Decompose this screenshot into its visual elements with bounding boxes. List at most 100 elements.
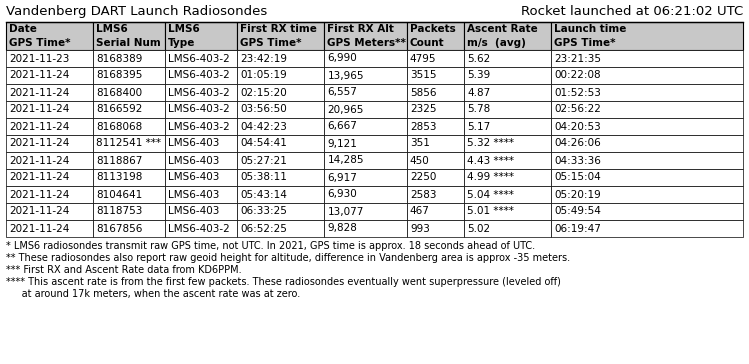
Bar xyxy=(551,22,743,50)
Text: LMS6-403: LMS6-403 xyxy=(169,206,219,217)
Bar xyxy=(324,203,407,220)
Text: 01:05:19: 01:05:19 xyxy=(240,71,287,80)
Bar xyxy=(237,67,324,84)
Text: 6,917: 6,917 xyxy=(327,173,357,182)
Bar xyxy=(551,203,743,220)
Bar xyxy=(93,186,166,203)
Text: 6,930: 6,930 xyxy=(327,190,357,199)
Text: LMS6-403: LMS6-403 xyxy=(169,173,219,182)
Text: 13,965: 13,965 xyxy=(327,71,364,80)
Bar xyxy=(6,169,93,186)
Text: 8118753: 8118753 xyxy=(96,206,142,217)
Text: GPS Time*: GPS Time* xyxy=(554,38,616,48)
Bar xyxy=(93,135,166,152)
Bar xyxy=(324,67,407,84)
Text: 450: 450 xyxy=(410,155,430,166)
Bar xyxy=(464,84,551,101)
Text: 06:52:25: 06:52:25 xyxy=(240,223,288,233)
Text: 04:54:41: 04:54:41 xyxy=(240,138,288,149)
Bar xyxy=(407,152,464,169)
Bar xyxy=(551,152,743,169)
Bar xyxy=(166,169,237,186)
Text: 5.78: 5.78 xyxy=(467,104,491,115)
Text: First RX time: First RX time xyxy=(240,24,318,34)
Text: 4.87: 4.87 xyxy=(467,87,491,98)
Bar xyxy=(6,152,93,169)
Bar xyxy=(551,118,743,135)
Bar xyxy=(237,186,324,203)
Bar xyxy=(93,101,166,118)
Bar xyxy=(551,67,743,84)
Text: 2021-11-24: 2021-11-24 xyxy=(9,173,70,182)
Text: 2021-11-24: 2021-11-24 xyxy=(9,71,70,80)
Text: *** First RX and Ascent Rate data from KD6PPM.: *** First RX and Ascent Rate data from K… xyxy=(6,265,242,275)
Bar xyxy=(237,152,324,169)
Text: 2853: 2853 xyxy=(410,122,437,131)
Text: 5.01 ****: 5.01 **** xyxy=(467,206,515,217)
Text: m/s  (avg): m/s (avg) xyxy=(467,38,527,48)
Text: 6,557: 6,557 xyxy=(327,87,357,98)
Text: 5.04 ****: 5.04 **** xyxy=(467,190,515,199)
Bar xyxy=(324,186,407,203)
Bar xyxy=(407,84,464,101)
Bar xyxy=(237,220,324,237)
Bar xyxy=(551,101,743,118)
Bar xyxy=(166,22,237,50)
Text: 6,990: 6,990 xyxy=(327,54,357,63)
Bar xyxy=(166,101,237,118)
Bar xyxy=(166,50,237,67)
Text: 2021-11-24: 2021-11-24 xyxy=(9,190,70,199)
Text: 03:56:50: 03:56:50 xyxy=(240,104,287,115)
Bar xyxy=(237,203,324,220)
Bar xyxy=(237,22,324,50)
Bar xyxy=(324,220,407,237)
Bar xyxy=(407,203,464,220)
Text: 8118867: 8118867 xyxy=(96,155,142,166)
Text: 2021-11-24: 2021-11-24 xyxy=(9,87,70,98)
Bar xyxy=(324,152,407,169)
Text: 6,667: 6,667 xyxy=(327,122,357,131)
Bar xyxy=(166,84,237,101)
Text: 4.43 ****: 4.43 **** xyxy=(467,155,515,166)
Text: 3515: 3515 xyxy=(410,71,437,80)
Text: 9,828: 9,828 xyxy=(327,223,357,233)
Bar xyxy=(6,101,93,118)
Text: 2021-11-24: 2021-11-24 xyxy=(9,104,70,115)
Text: **** This ascent rate is from the first few packets. These radiosondes eventuall: **** This ascent rate is from the first … xyxy=(6,277,561,287)
Text: LMS6-403-2: LMS6-403-2 xyxy=(169,87,230,98)
Bar xyxy=(551,84,743,101)
Bar xyxy=(93,203,166,220)
Bar xyxy=(407,101,464,118)
Text: 8168389: 8168389 xyxy=(96,54,142,63)
Bar xyxy=(237,50,324,67)
Text: 05:43:14: 05:43:14 xyxy=(240,190,288,199)
Text: * LMS6 radiosondes transmit raw GPS time, not UTC. In 2021, GPS time is approx. : * LMS6 radiosondes transmit raw GPS time… xyxy=(6,241,535,251)
Bar xyxy=(407,50,464,67)
Text: 2021-11-24: 2021-11-24 xyxy=(9,206,70,217)
Text: Serial Num: Serial Num xyxy=(96,38,161,48)
Text: 04:33:36: 04:33:36 xyxy=(554,155,601,166)
Bar xyxy=(464,118,551,135)
Text: 993: 993 xyxy=(410,223,430,233)
Text: GPS Time*: GPS Time* xyxy=(240,38,302,48)
Text: Type: Type xyxy=(169,38,195,48)
Text: 5.17: 5.17 xyxy=(467,122,491,131)
Bar xyxy=(407,186,464,203)
Text: 4795: 4795 xyxy=(410,54,437,63)
Text: 05:49:54: 05:49:54 xyxy=(554,206,601,217)
Bar xyxy=(324,169,407,186)
Text: LMS6-403: LMS6-403 xyxy=(169,155,219,166)
Text: 2250: 2250 xyxy=(410,173,437,182)
Text: 8167856: 8167856 xyxy=(96,223,142,233)
Text: 5.02: 5.02 xyxy=(467,223,491,233)
Text: 8112541 ***: 8112541 *** xyxy=(96,138,161,149)
Bar xyxy=(237,118,324,135)
Bar xyxy=(166,203,237,220)
Bar xyxy=(6,67,93,84)
Text: 00:22:08: 00:22:08 xyxy=(554,71,601,80)
Text: LMS6: LMS6 xyxy=(169,24,200,34)
Text: 05:38:11: 05:38:11 xyxy=(240,173,288,182)
Text: 8104641: 8104641 xyxy=(96,190,142,199)
Bar xyxy=(464,220,551,237)
Bar xyxy=(407,22,464,50)
